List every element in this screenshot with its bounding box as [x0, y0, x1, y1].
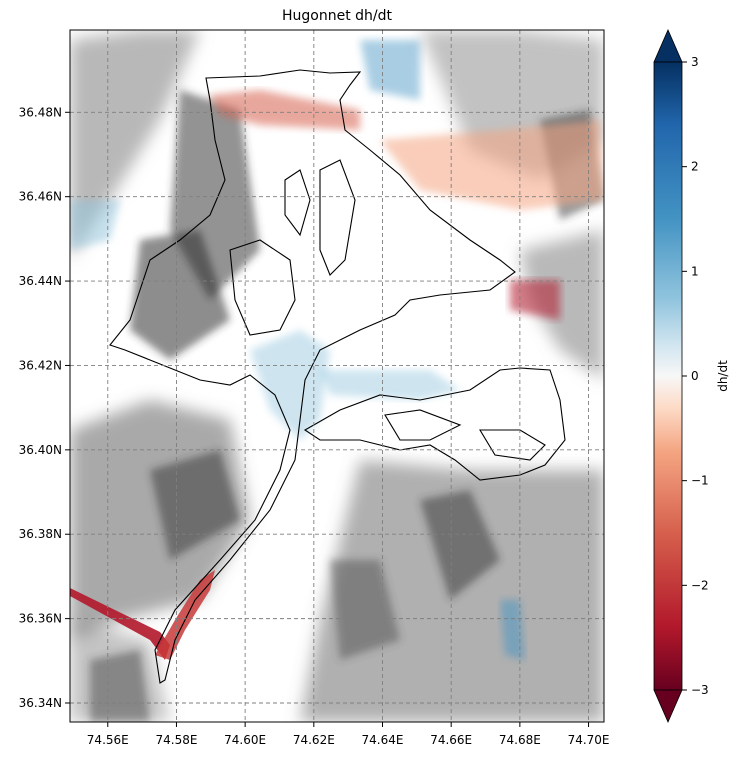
- colorbar-tick-label: 1: [691, 264, 699, 278]
- colorbar-tick-label: −2: [691, 578, 709, 592]
- glacier-outline-inner: [284, 169, 311, 237]
- dhdt-positive-patch: [360, 40, 420, 100]
- y-tick-label: 36.40N: [19, 443, 62, 457]
- dhdt-negative-streak: [70, 588, 170, 660]
- x-axis: 74.56E 74.58E 74.60E 74.62E 74.64E 74.66E 74.6…: [87, 722, 610, 747]
- y-tick-label: 36.44N: [19, 274, 62, 288]
- x-tick-label: 74.66E: [430, 733, 472, 747]
- y-tick-label: 36.36N: [19, 612, 62, 626]
- plot-area: [70, 30, 604, 722]
- x-tick-label: 74.58E: [155, 733, 197, 747]
- dhdt-negative-patch: [510, 280, 560, 320]
- colorbar-tick-label: −3: [691, 683, 709, 697]
- dhdt-positive-patch: [500, 600, 525, 660]
- x-tick-label: 74.56E: [87, 733, 129, 747]
- dhdt-negative-patch: [380, 120, 604, 210]
- colorbar-ticks: −3 −2 −1 0 1 2 3: [682, 55, 709, 697]
- plot-frame: [69, 29, 605, 723]
- chart-title: Hugonnet dh/dt: [282, 8, 393, 24]
- colorbar-tick-label: −1: [691, 474, 709, 488]
- colorbar-tick-label: 2: [691, 160, 699, 174]
- x-tick-label: 74.68E: [499, 733, 541, 747]
- colorbar-gradient: [653, 61, 683, 691]
- x-tick-label: 74.70E: [568, 733, 610, 747]
- dhdt-negative-streak: [155, 570, 215, 660]
- y-tick-label: 36.48N: [19, 105, 62, 119]
- grid-lines: [70, 30, 604, 722]
- dhdt-positive-valley: [250, 330, 330, 440]
- colorbar-extend-bottom: [653, 689, 683, 723]
- x-tick-label: 74.64E: [362, 733, 404, 747]
- y-tick-label: 36.42N: [19, 358, 62, 372]
- glacier-outline-lower-inner: [384, 409, 462, 441]
- colorbar: −3 −2 −1 0 1 2 3 dh/dt: [653, 29, 730, 723]
- y-tick-label: 36.38N: [19, 527, 62, 541]
- x-tick-label: 74.62E: [293, 733, 335, 747]
- colorbar-tick-label: 3: [691, 55, 699, 69]
- dhdt-positive-valley: [320, 370, 460, 400]
- colorbar-tick-label: 0: [691, 369, 699, 383]
- y-tick-label: 36.46N: [19, 190, 62, 204]
- colorbar-extend-top: [653, 29, 683, 63]
- glacier-outline-inner: [229, 239, 296, 336]
- glacier-outline-lower-inner: [479, 429, 546, 461]
- dhdt-negative-patch: [210, 90, 360, 130]
- x-tick-label: 74.60E: [224, 733, 266, 747]
- glacier-outline-main: [109, 69, 516, 684]
- y-axis: 36.34N 36.36N 36.38N 36.40N 36.42N 36.44N 36.4…: [19, 105, 70, 710]
- colorbar-label: dh/dt: [716, 360, 730, 392]
- y-tick-label: 36.34N: [19, 696, 62, 710]
- dhdt-overlay: [70, 40, 604, 660]
- glacier-outline-tributary: [319, 159, 356, 276]
